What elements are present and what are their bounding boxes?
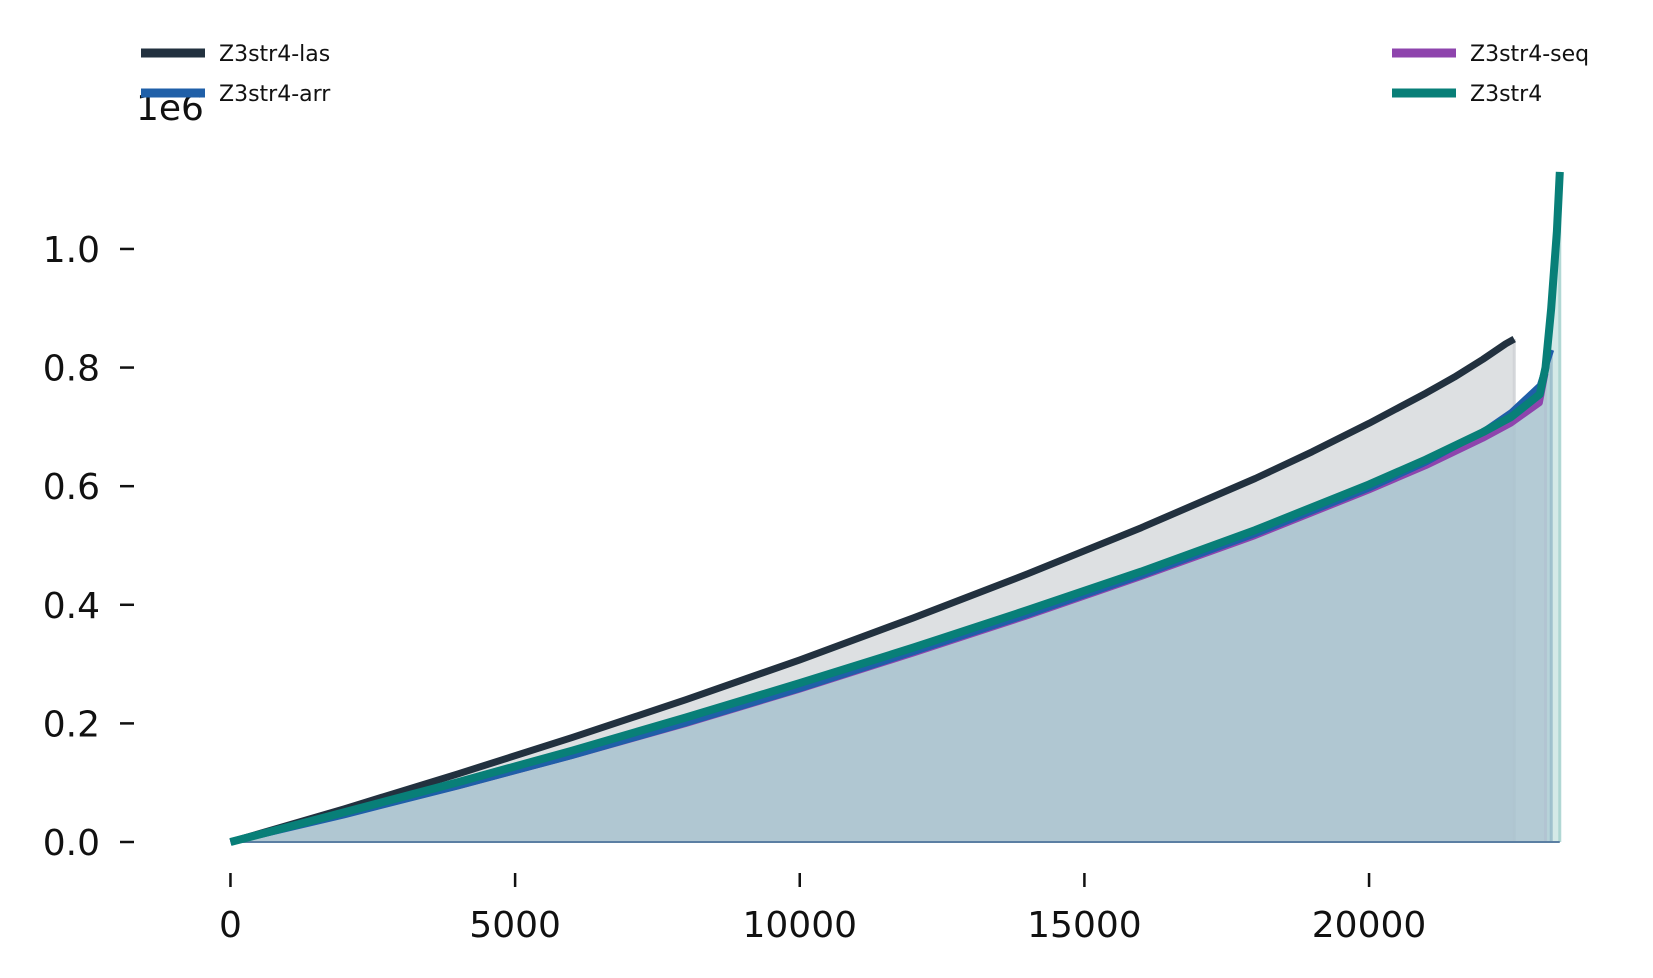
series-lines <box>229 171 1564 846</box>
x-axis: 0 5000 10000 15000 20000 <box>219 873 1426 946</box>
series-fills <box>230 171 1562 843</box>
y-axis: 0.0 0.2 0.4 0.6 0.8 1.0 <box>43 230 134 864</box>
legend-label-z3str4: Z3str4 <box>1470 82 1542 107</box>
x-tick-label: 10000 <box>742 905 857 946</box>
x-tick-label: 15000 <box>1027 905 1142 946</box>
y-tick-label: 0.6 <box>43 467 100 508</box>
series-area-z3str4 <box>230 171 1560 842</box>
y-tick-label: 0.8 <box>43 349 100 390</box>
legend-label-z3str4-arr: Z3str4-arr <box>219 82 331 107</box>
y-tick-label: 0.2 <box>43 704 100 745</box>
x-tick-label: 0 <box>219 905 242 946</box>
y-tick-label: 0.0 <box>43 823 100 864</box>
y-tick-label: 0.4 <box>43 586 100 627</box>
series-line-z3str4 <box>229 171 1564 846</box>
legend-label-z3str4-seq: Z3str4-seq <box>1470 42 1589 67</box>
x-tick-label: 20000 <box>1312 905 1427 946</box>
x-tick-label: 5000 <box>469 905 561 946</box>
legend-label-z3str4-las: Z3str4-las <box>219 42 330 67</box>
y-tick-label: 1.0 <box>43 230 100 271</box>
series-line-z3str4-las <box>229 336 1516 846</box>
legend: Z3str4-las Z3str4-arr Z3str4-seq Z3str4 <box>141 42 1589 107</box>
